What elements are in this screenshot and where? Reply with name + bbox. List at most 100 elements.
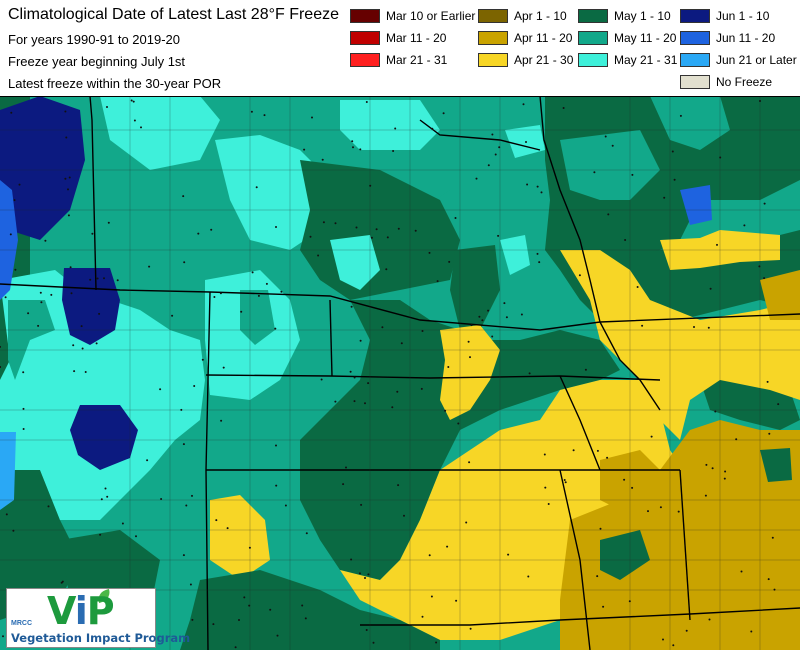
station-dot [64, 110, 67, 113]
station-dot [650, 435, 653, 438]
station-dot [276, 634, 279, 637]
station-dot [275, 226, 277, 228]
station-dot [705, 463, 708, 466]
station-dot [210, 228, 213, 231]
station-dot [604, 135, 607, 138]
station-dot [367, 382, 370, 385]
legend-swatch [478, 53, 508, 67]
station-dot [14, 268, 17, 271]
station-dot [67, 188, 69, 191]
station-dot [80, 325, 83, 328]
station-dot [40, 301, 43, 304]
station-dot [67, 214, 70, 217]
por-note: Latest freeze within the 30-year POR [8, 76, 222, 91]
legend-label: Apr 1 - 10 [514, 9, 567, 23]
station-dot [140, 126, 142, 129]
station-dot [65, 136, 68, 139]
station-dot [0, 345, 1, 348]
station-dot [257, 294, 260, 297]
station-dot [578, 274, 581, 277]
station-dot [130, 99, 133, 102]
station-dot [448, 260, 451, 263]
station-dot [275, 484, 278, 487]
station-dot [693, 326, 695, 328]
station-dot [191, 494, 193, 497]
station-dot [623, 478, 626, 481]
station-dot [89, 278, 92, 281]
county-lines [0, 96, 800, 650]
legend-label: May 11 - 20 [614, 31, 677, 45]
station-dot [359, 339, 362, 342]
region-north-may21-c [340, 100, 440, 150]
region-mn-jun11 [680, 185, 712, 225]
station-dot [132, 100, 135, 103]
station-dot [274, 327, 277, 330]
station-dot [234, 646, 237, 649]
station-dot [468, 461, 471, 464]
region-wy-may11 [240, 290, 275, 345]
station-dot [213, 296, 216, 298]
legend-swatch [350, 31, 380, 45]
station-dot [487, 309, 490, 312]
legend-swatch [680, 9, 710, 23]
station-dot [320, 378, 323, 381]
region-il-apr11 [760, 270, 800, 320]
station-dot [350, 305, 353, 308]
station-dot [250, 110, 253, 113]
station-dot [309, 235, 312, 238]
station-dot [50, 293, 53, 296]
station-dot [469, 627, 472, 630]
station-dot [322, 221, 325, 224]
station-dot [543, 453, 546, 456]
station-dot [538, 261, 541, 264]
station-dot [528, 372, 531, 375]
station-dot [280, 290, 283, 293]
region-w-jun21 [0, 432, 16, 510]
station-dot [659, 506, 662, 509]
station-dots [0, 99, 780, 649]
legend-label: Jun 21 or Later [716, 53, 797, 67]
station-dot [672, 644, 675, 647]
station-dot [68, 176, 71, 179]
station-dot [47, 505, 50, 508]
station-dot [503, 302, 506, 305]
station-dot [505, 316, 508, 319]
station-dot [22, 428, 25, 430]
region-central-may1 [300, 300, 620, 580]
station-dot [381, 326, 384, 329]
station-dot [431, 127, 434, 130]
station-dot [183, 261, 186, 264]
station-dot [159, 388, 162, 391]
station-dot [243, 596, 246, 599]
station-dot [711, 467, 714, 470]
station-dot [444, 409, 447, 412]
station-dot [641, 324, 644, 327]
legend-swatch [680, 75, 710, 89]
station-dot [367, 573, 370, 576]
station-dot [10, 111, 13, 114]
station-dot [193, 385, 196, 387]
legend-label: May 21 - 31 [614, 53, 678, 67]
station-dot [39, 291, 42, 294]
station-dot [191, 618, 194, 621]
station-dot [740, 570, 743, 573]
station-dot [349, 370, 352, 373]
station-dot [520, 313, 523, 316]
station-dot [305, 532, 308, 535]
map-title: Climatological Date of Latest Last 28°F … [8, 6, 339, 23]
station-dot [96, 277, 99, 280]
station-dot [759, 100, 761, 102]
station-dot [527, 575, 530, 578]
legend-label: Apr 21 - 30 [514, 53, 574, 67]
station-dot [171, 314, 174, 317]
legend-label: Mar 10 or Earlier [386, 9, 476, 23]
station-dot [671, 150, 674, 153]
station-dot [106, 106, 108, 108]
station-dot [624, 239, 627, 241]
station-dot [498, 146, 501, 149]
station-dot [547, 503, 550, 505]
station-dot [572, 449, 575, 452]
station-dot [369, 184, 372, 187]
station-dot [9, 233, 12, 236]
station-dot [364, 577, 366, 579]
